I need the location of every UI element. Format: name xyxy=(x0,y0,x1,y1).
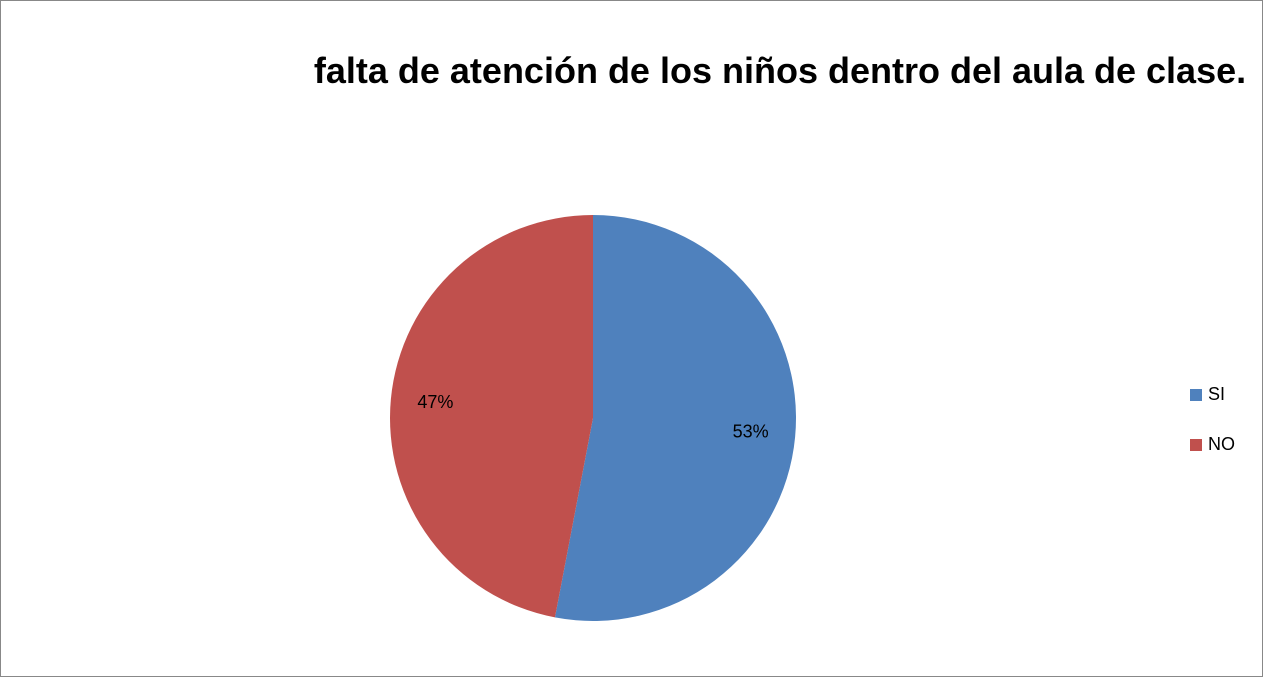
chart-title: falta de atención de los niños dentro de… xyxy=(313,50,1247,91)
legend-swatch xyxy=(1190,389,1202,401)
pie-slice xyxy=(554,215,796,621)
pie-slice xyxy=(390,215,593,618)
legend-swatch xyxy=(1190,439,1202,451)
legend-label: NO xyxy=(1208,434,1235,454)
data-label: 47% xyxy=(417,392,453,412)
legend-label: SI xyxy=(1208,384,1225,404)
data-label: 53% xyxy=(733,422,769,442)
